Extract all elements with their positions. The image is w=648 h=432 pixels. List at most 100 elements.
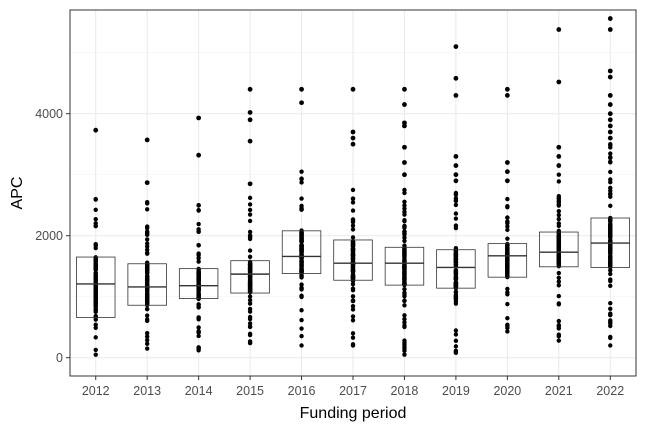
outlier-point: [556, 27, 562, 32]
outlier-point: [607, 129, 613, 135]
box-2019: [436, 249, 476, 289]
data-point: [402, 280, 407, 285]
data-point: [93, 335, 98, 340]
data-point: [505, 224, 510, 229]
data-point-max: [299, 169, 304, 174]
data-points: [93, 16, 613, 357]
data-point: [608, 268, 613, 273]
data-point: [350, 275, 356, 281]
data-point: [144, 279, 150, 284]
data-point: [505, 322, 510, 327]
data-point: [247, 265, 253, 270]
data-point: [556, 283, 562, 288]
data-point: [556, 279, 562, 284]
outlier-point: [556, 144, 562, 150]
outlier-point: [350, 86, 356, 92]
data-point-min: [402, 352, 407, 357]
data-point-min: [299, 343, 304, 348]
x-tick-label: 2016: [288, 384, 316, 398]
data-point: [556, 241, 562, 246]
data-point: [608, 217, 613, 222]
data-point: [144, 301, 150, 306]
box-2020: [487, 243, 528, 278]
data-point: [350, 208, 356, 213]
y-tick-label: 0: [56, 351, 63, 365]
data-point: [453, 338, 459, 343]
data-point: [144, 241, 150, 246]
data-point: [350, 200, 356, 205]
outlier-point: [299, 100, 304, 106]
data-point: [402, 298, 407, 303]
data-point: [144, 231, 150, 237]
box-2012: [76, 256, 116, 318]
data-point: [144, 237, 150, 242]
data-point-max: [350, 187, 356, 193]
x-tick-label: 2013: [133, 384, 161, 398]
box-2014: [178, 268, 219, 299]
x-tick-label: 2021: [545, 384, 573, 398]
data-point: [350, 298, 356, 303]
data-point-min: [93, 352, 98, 357]
data-point: [350, 318, 356, 323]
data-point: [453, 328, 459, 333]
data-point-min: [350, 343, 356, 348]
data-point: [608, 151, 613, 156]
data-point: [93, 217, 98, 222]
outlier-point: [196, 152, 202, 158]
outlier-point: [453, 163, 459, 168]
data-point: [144, 250, 150, 256]
box-plots: [76, 217, 630, 318]
data-point: [350, 218, 356, 223]
outlier-point: [196, 115, 202, 121]
data-point: [608, 283, 613, 289]
data-point: [144, 337, 150, 343]
data-point: [196, 221, 201, 227]
data-point: [608, 311, 613, 316]
data-point: [556, 326, 562, 331]
data-point: [453, 332, 459, 337]
data-point: [402, 203, 407, 208]
data-point: [196, 287, 201, 293]
data-point: [299, 267, 304, 272]
data-point: [608, 145, 613, 150]
data-point: [505, 227, 510, 233]
data-point: [93, 270, 98, 276]
data-point: [556, 270, 562, 276]
outlier-point: [607, 117, 613, 123]
data-point: [93, 300, 98, 305]
data-point: [556, 318, 562, 324]
data-point: [350, 294, 356, 299]
outlier-point: [607, 111, 613, 117]
data-point: [196, 296, 201, 302]
data-point-max: [505, 196, 510, 202]
outlier-point: [93, 127, 99, 133]
data-point: [247, 248, 253, 253]
data-point: [247, 254, 253, 260]
outlier-point: [607, 123, 613, 129]
data-point: [299, 275, 304, 280]
outlier-point: [607, 74, 613, 80]
data-point-max: [144, 199, 150, 205]
data-point: [247, 290, 253, 295]
data-point: [402, 267, 407, 272]
data-point: [299, 285, 304, 290]
box-2021: [539, 231, 579, 268]
data-point: [453, 301, 459, 306]
data-point: [556, 221, 562, 226]
outlier-point: [504, 169, 510, 175]
data-point: [505, 301, 510, 307]
data-point: [505, 292, 510, 297]
outlier-point: [247, 138, 253, 144]
data-point: [350, 246, 356, 251]
data-point: [247, 207, 253, 213]
outlier-point: [607, 135, 613, 141]
data-point: [402, 254, 407, 259]
outlier-point: [402, 86, 407, 92]
outlier-point: [402, 102, 407, 107]
data-point: [402, 190, 407, 196]
data-point: [247, 212, 253, 217]
data-point: [93, 325, 98, 330]
data-point: [505, 236, 510, 241]
x-tick-label: 2022: [596, 384, 624, 398]
data-point-max: [453, 190, 459, 196]
